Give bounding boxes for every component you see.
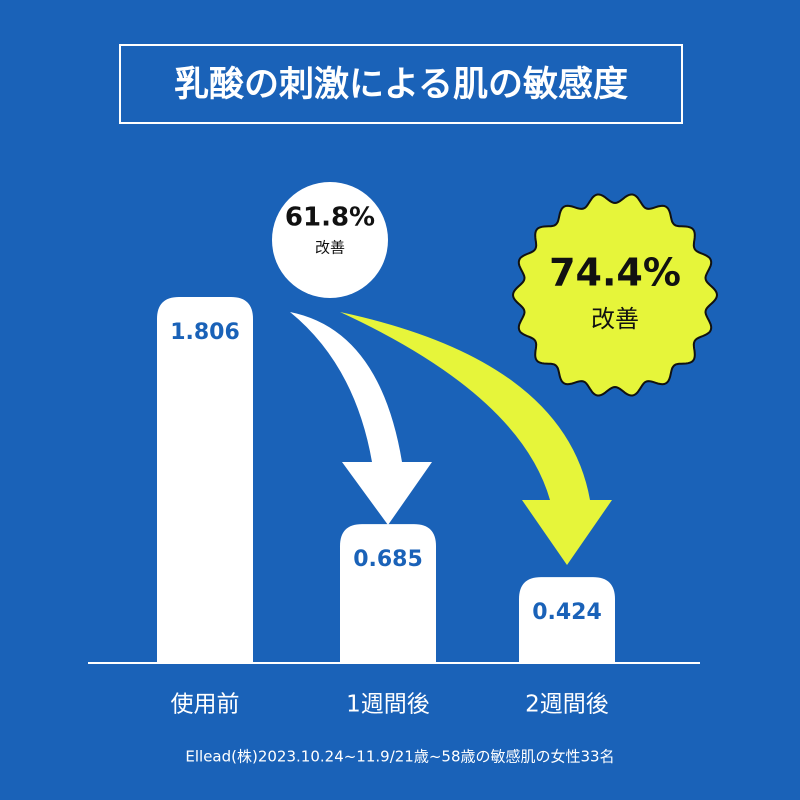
value-label: 0.424 bbox=[532, 600, 602, 625]
annotation-sub: 改善 bbox=[591, 305, 639, 333]
chart-title: 乳酸の刺激による肌の敏感度 bbox=[174, 65, 628, 105]
annotation: 61.8% bbox=[285, 203, 375, 233]
x-tick-label: 1週間後 bbox=[346, 692, 430, 718]
annotation-sub: 改善 bbox=[315, 239, 345, 257]
annotation: 74.4% bbox=[549, 251, 681, 295]
x-tick-label: 2週間後 bbox=[525, 692, 609, 718]
value-label: 1.806 bbox=[170, 320, 240, 345]
x-tick-label: 使用前 bbox=[171, 692, 240, 718]
bar bbox=[157, 297, 253, 663]
bar bbox=[519, 577, 615, 663]
bar bbox=[340, 524, 436, 663]
arrow bbox=[290, 312, 432, 525]
badge bbox=[272, 182, 388, 298]
value-label: 0.685 bbox=[353, 547, 423, 572]
arrow bbox=[340, 312, 612, 565]
badge bbox=[511, 193, 719, 397]
title-box bbox=[119, 44, 683, 124]
footnote: Ellead(株)2023.10.24~11.9/21歳~58歳の敏感肌の女性3… bbox=[185, 748, 614, 766]
